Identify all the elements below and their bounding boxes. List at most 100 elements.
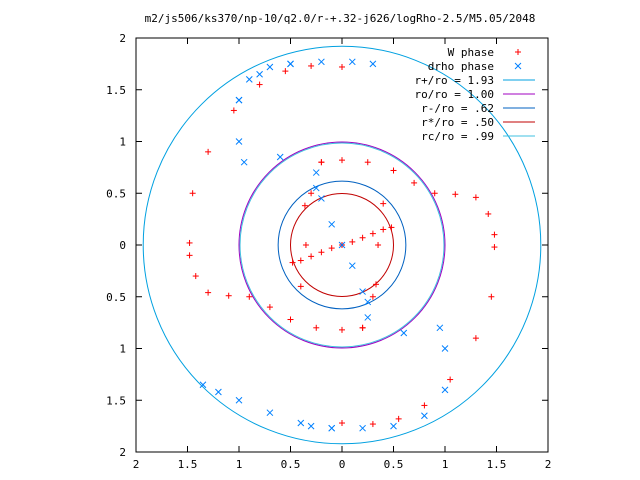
w-phase-point xyxy=(447,376,454,383)
w-phase-point xyxy=(390,167,397,174)
legend-label: r-/ro = .62 xyxy=(421,102,494,115)
w-phase-point xyxy=(369,230,376,237)
w-phase-point xyxy=(205,289,212,296)
w-phase-point xyxy=(225,292,232,299)
w-phase-point xyxy=(359,234,366,241)
w-phase-point xyxy=(256,81,263,88)
drho-phase-point xyxy=(421,412,428,420)
w-phase-point xyxy=(308,62,315,69)
x-tick-label: 0 xyxy=(339,458,346,471)
legend-marker-sample xyxy=(515,49,521,55)
legend-label: drho phase xyxy=(428,60,494,73)
w-phase-point xyxy=(297,257,304,264)
w-phase-point xyxy=(491,231,498,238)
w-phase-point xyxy=(246,293,253,300)
y-tick-label: 0 xyxy=(119,239,126,252)
w-phase-point xyxy=(186,252,193,259)
drho-phase-point xyxy=(235,138,243,145)
legend-label: r*/ro = .50 xyxy=(421,116,494,129)
x-tick-label: 1.5 xyxy=(487,458,507,471)
legend-label: ro/ro = 1.00 xyxy=(415,88,494,101)
w-phase-point xyxy=(388,224,395,231)
drho-phase-point xyxy=(364,298,372,306)
legend-label: W phase xyxy=(448,46,494,59)
drho-phase-point xyxy=(215,388,222,396)
w-phase-point xyxy=(380,226,387,233)
w-phase-point xyxy=(328,245,335,252)
drho-phase-point xyxy=(328,424,336,432)
drho-phase-point xyxy=(338,241,346,249)
w-phase-point xyxy=(431,190,438,197)
drho-phase-point xyxy=(359,288,366,295)
w-phase-point xyxy=(472,194,479,201)
w-phase-point xyxy=(380,200,387,207)
legend-marker-sample xyxy=(514,62,522,70)
legend-label: rc/ro = .99 xyxy=(421,130,494,143)
drho-phase-point xyxy=(312,184,320,192)
drho-phase-point xyxy=(199,381,207,389)
x-tick-label: 0.5 xyxy=(384,458,404,471)
drho-phase-point xyxy=(256,70,263,78)
w-phase-point xyxy=(485,210,492,217)
w-phase-point xyxy=(452,191,459,198)
drho-phase-point xyxy=(318,195,325,202)
y-tick-label: 2 xyxy=(119,446,126,459)
w-phase-point xyxy=(372,281,379,288)
w-phase-point xyxy=(339,63,345,70)
w-phase-point xyxy=(192,273,199,280)
y-tick-label: 1.5 xyxy=(106,394,126,407)
y-axis-ticks: 2 1.5 1 0.5 0 0.5 1 1.5 2 xyxy=(106,32,548,459)
drho-phase-point xyxy=(364,314,372,321)
drho-phase-point xyxy=(328,220,336,228)
w-phase-point xyxy=(349,238,356,245)
w-phase-point xyxy=(297,283,304,290)
w-phase-point xyxy=(318,249,325,256)
w-phase-point xyxy=(308,253,315,260)
y-tick-label: 1.5 xyxy=(106,84,126,97)
x-tick-label: 0.5 xyxy=(281,458,301,471)
x-axis-ticks: 2 1.5 1 0.5 0 0.5 1 1.5 2 xyxy=(133,38,552,471)
w-phase-point xyxy=(289,259,296,266)
w-phase-point xyxy=(369,293,376,300)
w-phase-point xyxy=(472,335,479,342)
y-tick-label: 0.5 xyxy=(106,187,126,200)
w-phase-point xyxy=(339,420,345,427)
y-tick-label: 1 xyxy=(119,343,126,356)
x-tick-label: 1 xyxy=(442,458,449,471)
w-phase-point xyxy=(369,421,376,428)
w-phase-point xyxy=(302,242,309,248)
drho-phase-point xyxy=(266,409,274,417)
x-tick-label: 2 xyxy=(545,458,552,471)
w-phase-point xyxy=(339,326,345,333)
w-phase-point xyxy=(411,179,418,186)
drho-phase-point xyxy=(348,58,356,66)
y-tick-label: 0.5 xyxy=(106,291,126,304)
drho-phase-point xyxy=(245,76,253,83)
w-phase-point xyxy=(421,402,428,409)
chart-title: m2/js506/ks370/np-10/q2.0/r-+.32-j626/lo… xyxy=(145,12,536,25)
w-phase-point xyxy=(266,304,273,311)
drho-phase-point xyxy=(400,329,408,337)
drho-phase-point xyxy=(348,262,356,270)
drho-phase-point xyxy=(276,153,284,161)
circle-ro xyxy=(238,141,446,349)
drho-phase-point xyxy=(266,63,274,71)
w-phase-point xyxy=(488,293,495,300)
legend-label: r+/ro = 1.93 xyxy=(415,74,494,87)
circle-r xyxy=(290,193,394,297)
x-tick-label: 2 xyxy=(133,458,140,471)
w-phase-point xyxy=(230,107,237,114)
circle-r xyxy=(142,45,542,445)
circle-rc xyxy=(239,142,445,348)
drho-phase-point xyxy=(235,96,243,104)
w-phase-point xyxy=(301,202,308,209)
circle-r xyxy=(277,180,407,310)
reference-circles xyxy=(142,45,542,445)
w-phase-point xyxy=(287,316,294,323)
drho-phase-point xyxy=(441,345,449,352)
w-phase-point xyxy=(318,159,325,166)
w-phase-point xyxy=(339,157,345,164)
w-phase-point xyxy=(308,190,315,197)
